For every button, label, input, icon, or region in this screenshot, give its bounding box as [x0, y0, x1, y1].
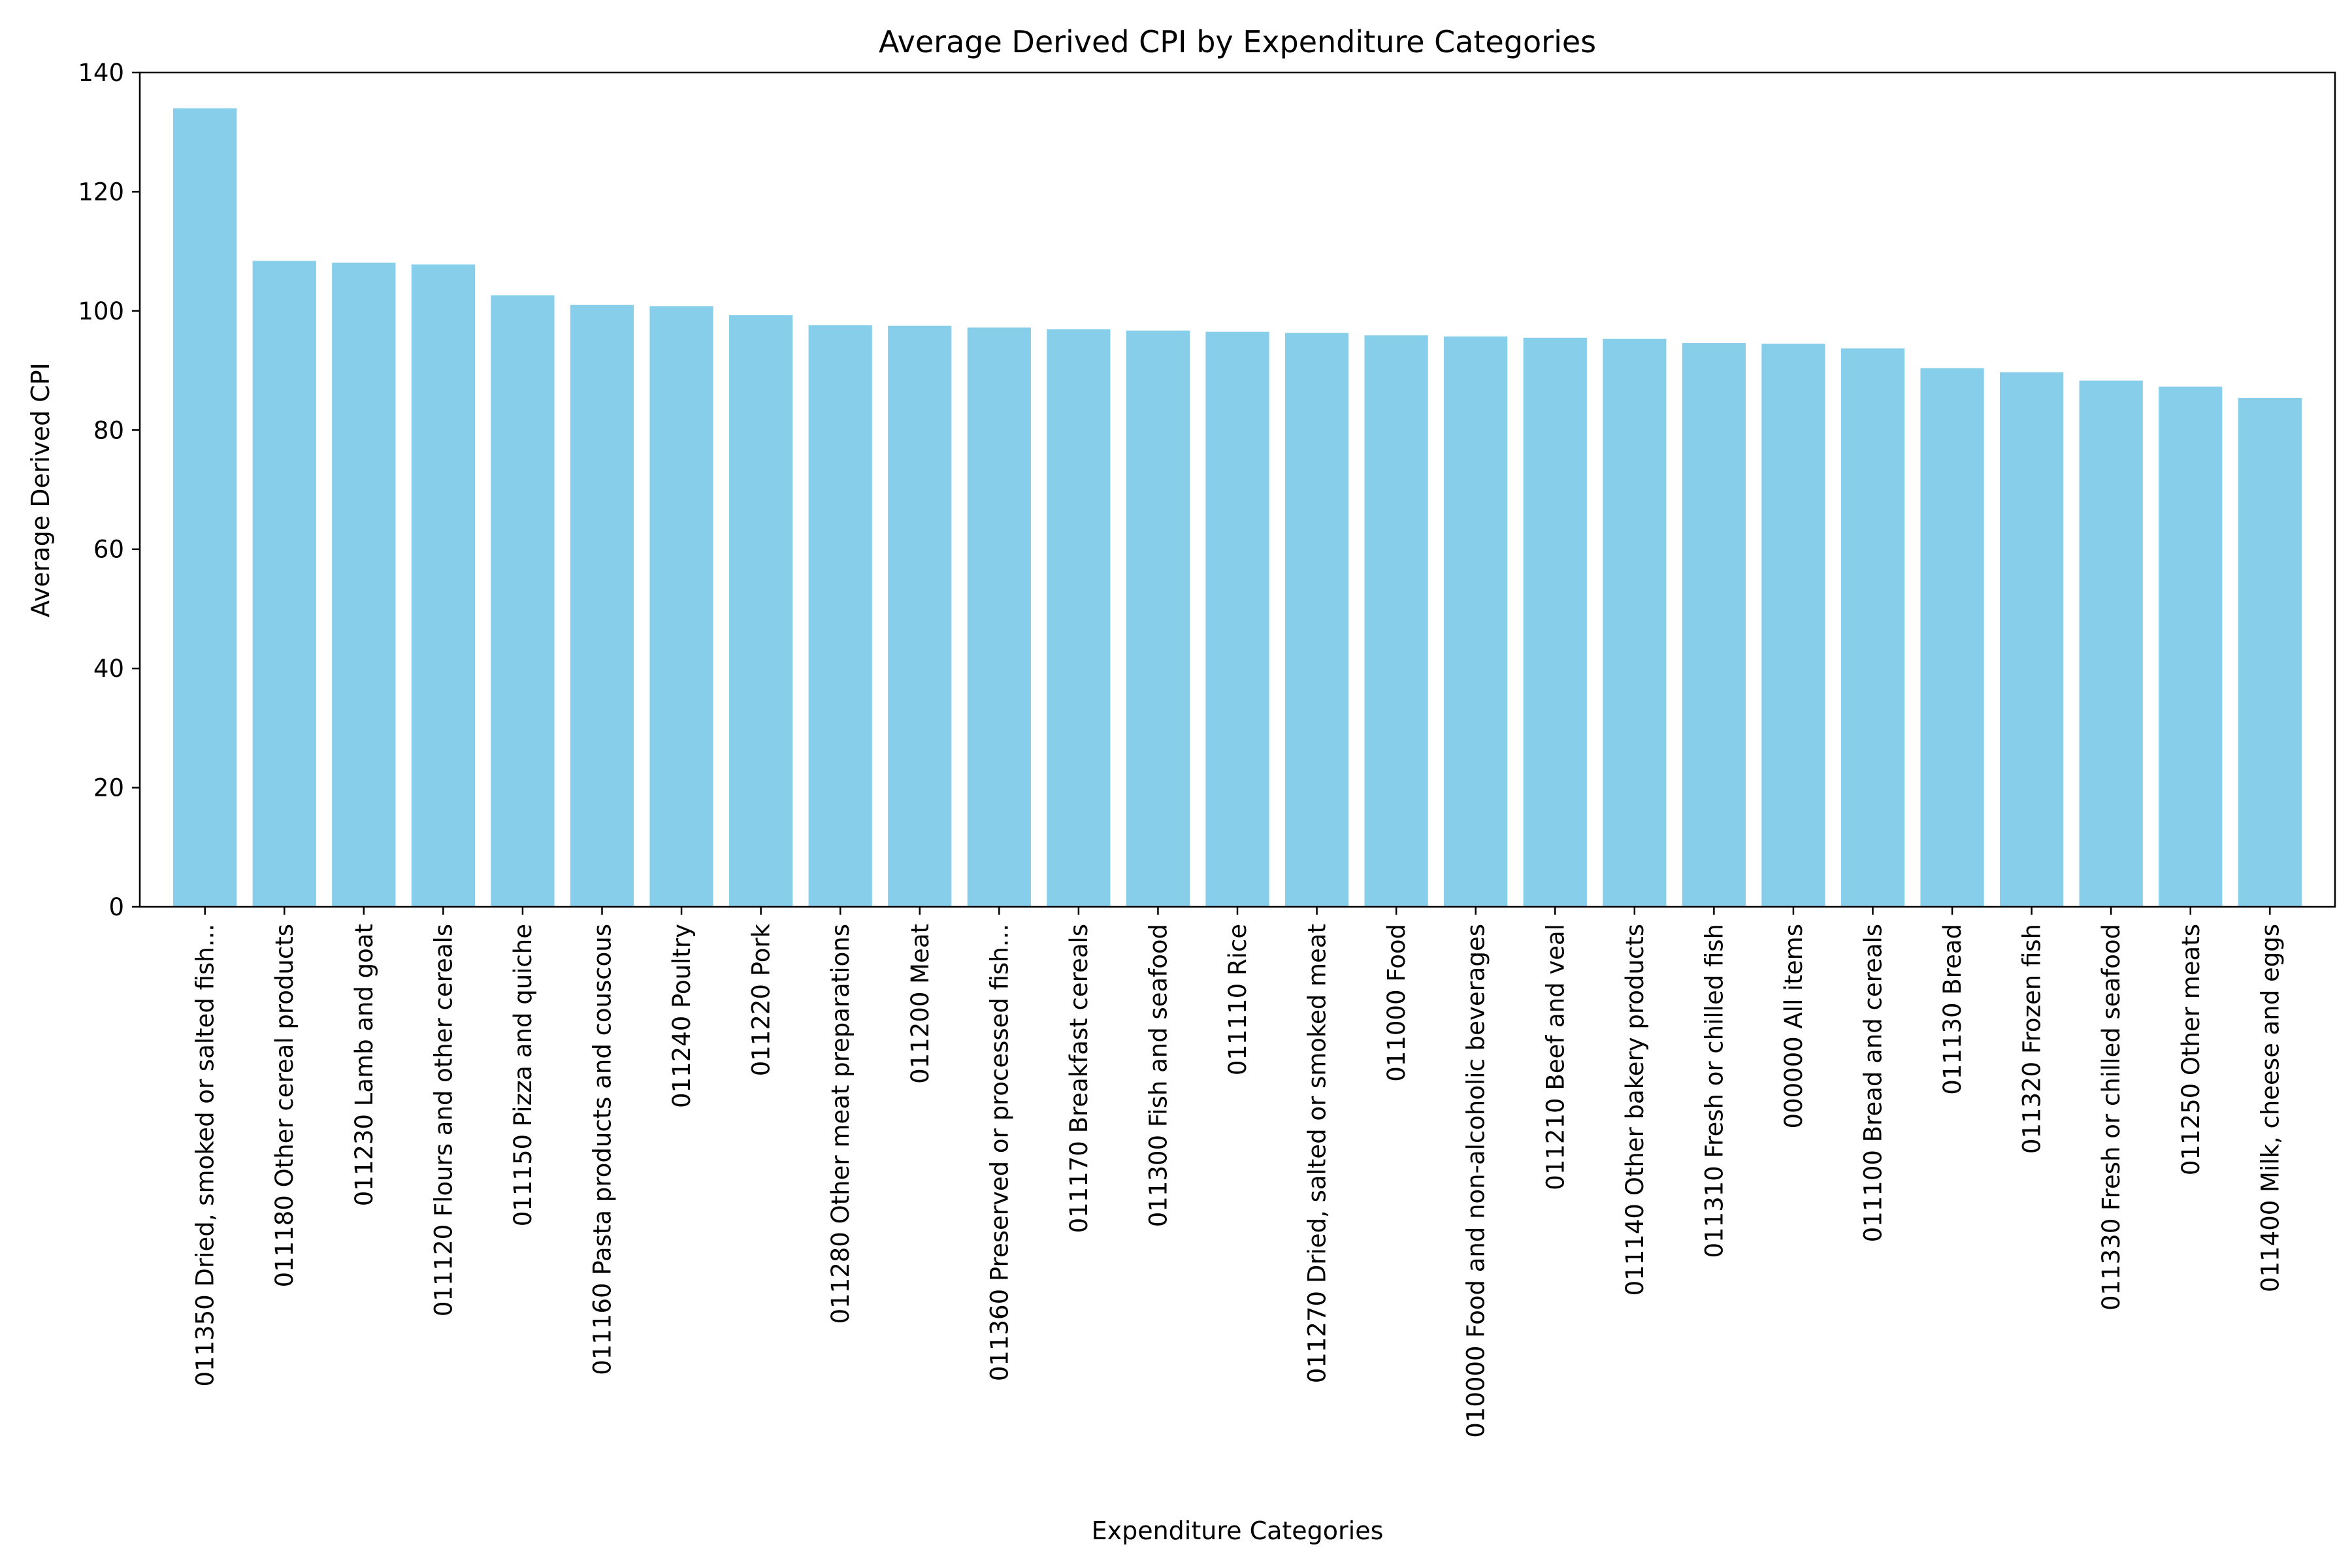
x-tick-label: 011230 Lamb and goat	[350, 924, 378, 1206]
x-tick-label: 010000 Food and non-alcoholic beverages	[1462, 924, 1490, 1438]
x-tick-label: 011330 Fresh or chilled seafood	[2097, 924, 2125, 1311]
x-tick-label: 011210 Beef and veal	[1541, 924, 1569, 1190]
y-tick-label: 60	[93, 536, 124, 564]
y-tick-label: 40	[93, 655, 124, 683]
x-tick-label: 011300 Fish and seafood	[1144, 924, 1172, 1227]
x-tick-label: 011160 Pasta products and couscous	[589, 924, 617, 1375]
bar	[1284, 333, 1349, 907]
bar	[252, 261, 316, 907]
x-tick-label: 000000 All items	[1780, 924, 1808, 1129]
bar	[570, 304, 634, 907]
y-tick-label: 100	[78, 297, 124, 325]
x-tick-label: 011240 Poultry	[668, 924, 696, 1108]
x-tick-label: 011280 Other meat preparations	[826, 924, 855, 1324]
bar	[1840, 348, 1905, 907]
x-tick-label: 011360 Preserved or processed fish...	[985, 924, 1013, 1381]
bar	[1603, 338, 1667, 907]
y-tick-label: 20	[93, 774, 124, 802]
chart-title: Average Derived CPI by Expenditure Categ…	[879, 24, 1596, 59]
x-tick-label: 011350 Dried, smoked or salted fish...	[191, 924, 220, 1387]
bar	[967, 327, 1031, 907]
y-tick-label: 80	[93, 416, 124, 444]
x-tick-label: 011220 Pork	[747, 923, 776, 1076]
x-tick-label: 011310 Fresh or chilled fish	[1700, 924, 1728, 1258]
bar	[1761, 344, 1825, 907]
bar	[2159, 386, 2223, 907]
x-tick-label: 011130 Bread	[1938, 924, 1967, 1095]
x-tick-label: 011140 Other bakery products	[1621, 924, 1649, 1296]
y-axis-label: Average Derived CPI	[26, 363, 55, 617]
y-tick-label: 140	[78, 59, 124, 87]
x-tick-label: 011400 Milk, cheese and eggs	[2256, 924, 2284, 1292]
bar	[729, 315, 793, 907]
bar	[1444, 336, 1508, 907]
bar	[2238, 398, 2302, 907]
bar	[649, 306, 713, 907]
bar	[808, 325, 872, 907]
bar	[1682, 343, 1746, 907]
bar	[1523, 337, 1587, 907]
bar	[1205, 331, 1269, 907]
x-tick-label: 011250 Other meats	[2177, 924, 2205, 1175]
bars-group	[173, 108, 2302, 907]
x-axis-label: Expenditure Categories	[1092, 1516, 1384, 1545]
x-tick-label: 011320 Frozen fish	[2018, 924, 2046, 1154]
bar	[2079, 380, 2143, 907]
x-tick-label: 011200 Meat	[906, 924, 934, 1084]
bar	[1047, 329, 1111, 907]
x-tick-label: 011150 Pizza and quiche	[509, 924, 537, 1226]
bar	[411, 264, 475, 907]
bar	[1126, 330, 1190, 907]
bar	[2000, 372, 2064, 907]
x-tick-label: 011120 Flours and other cereals	[429, 924, 457, 1316]
y-tick-label: 0	[108, 893, 124, 921]
x-tick-label: 011170 Breakfast cereals	[1065, 924, 1093, 1233]
x-axis: 011350 Dried, smoked or salted fish... 01…	[191, 907, 2284, 1438]
bar	[1920, 368, 1984, 907]
bar	[491, 295, 555, 907]
bar	[1364, 335, 1428, 907]
x-tick-label: 011180 Other cereal products	[270, 924, 299, 1287]
x-tick-label: 011100 Bread and cereals	[1859, 924, 1887, 1242]
x-tick-label: 011000 Food	[1382, 924, 1411, 1082]
y-tick-label: 120	[78, 178, 124, 206]
x-tick-label: 011270 Dried, salted or smoked meat	[1303, 924, 1331, 1383]
plot-frame	[139, 71, 2336, 908]
bar	[332, 262, 396, 907]
bar	[173, 108, 237, 907]
y-axis: 0 20 40 60 80 100 120 140	[78, 59, 140, 921]
bar	[888, 325, 952, 907]
x-tick-label: 011110 Rice	[1224, 924, 1252, 1075]
